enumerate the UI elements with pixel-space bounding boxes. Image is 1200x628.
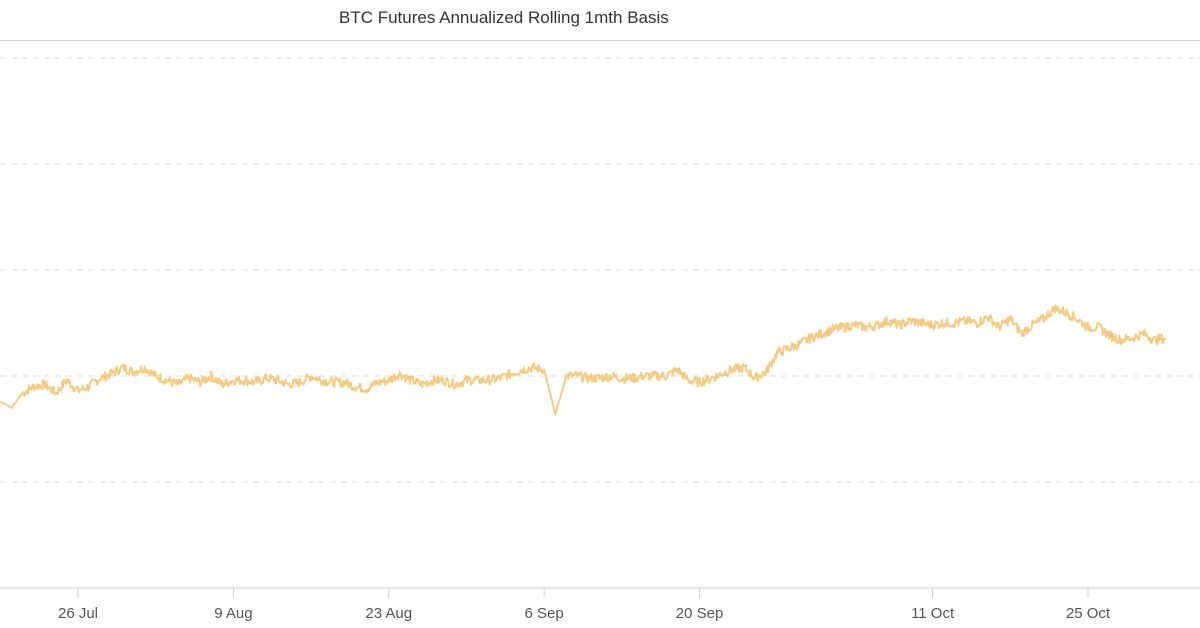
grid-lines: [0, 57, 1200, 483]
x-tick-label: 25 Oct: [1066, 605, 1111, 622]
x-tick-label: 23 Aug: [365, 605, 412, 622]
x-axis-ticks: 26 Jul 9 Aug 23 Aug 6 Sep 20 Sep 11 Oct 25 Oct: [58, 588, 1111, 622]
series-line: [0, 304, 1167, 416]
x-tick-label: 26 Jul: [58, 605, 98, 622]
series-layer: [0, 304, 1167, 416]
chart-title: BTC Futures Annualized Rolling 1mth Basi…: [339, 8, 669, 27]
x-tick-label: 20 Sep: [676, 605, 724, 622]
chart-title-bar: BTC Futures Annualized Rolling 1mth Basi…: [0, 0, 1200, 41]
x-tick-label: 11 Oct: [911, 605, 955, 622]
x-tick-label: 9 Aug: [214, 605, 252, 622]
x-tick-label: 6 Sep: [525, 605, 564, 622]
